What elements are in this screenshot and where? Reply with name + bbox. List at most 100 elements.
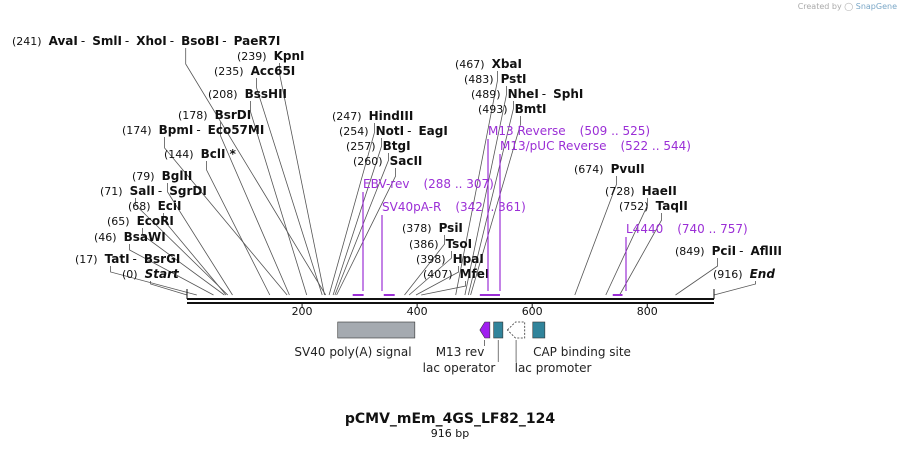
enzyme-name: SacII <box>390 154 423 168</box>
primer-range: (342 .. 361) <box>455 200 525 214</box>
primer-ebv-rev[interactable]: EBV-rev (288 .. 307) <box>352 177 494 296</box>
enzyme-name: Eco57MI <box>208 123 265 137</box>
leader-line-bsrdi <box>220 122 290 296</box>
feature-m13-rev[interactable]: M13 rev <box>436 321 491 359</box>
leader-line-pvuii <box>574 176 617 296</box>
created-by-credit: Created by ◯ SnapGene <box>798 2 897 11</box>
enzyme-name: PvuII <box>611 162 645 176</box>
feature-cap-site[interactable]: CAP binding site <box>532 321 631 359</box>
enzyme-name: PciI <box>712 244 737 258</box>
primer-m13-puc-reverse[interactable]: M13/pUC Reverse (522 .. 544) <box>487 139 691 296</box>
enzyme-name: NotI <box>376 124 405 138</box>
name-separator: - <box>739 244 743 258</box>
site-label-tsoi[interactable]: (386) TsoI <box>409 237 472 251</box>
site-label-taqii[interactable]: (752) TaqII <box>619 199 688 213</box>
site-label-start[interactable]: (0) Start <box>122 267 180 281</box>
site-label-mfei[interactable]: (407) MfeI <box>423 267 489 281</box>
feature-label: lac promoter <box>515 361 592 375</box>
site-position: (378) <box>402 222 432 235</box>
primer-name: M13/pUC Reverse <box>500 139 607 153</box>
site-label-end[interactable]: (916) End <box>713 267 775 281</box>
site-label-noti[interactable]: (254) NotI - EagI <box>339 124 448 138</box>
site-label-hpai[interactable]: (398) HpaI <box>416 252 484 266</box>
feature-lac-operator[interactable]: lac operator <box>423 321 504 375</box>
site-label-bsshii[interactable]: (208) BssHII <box>208 87 287 101</box>
sequence-backbone[interactable]: 200 400 600 800 <box>186 289 715 318</box>
site-label-sacii[interactable]: (260) SacII <box>353 154 422 168</box>
leader-line-xbai <box>455 71 498 296</box>
site-label-acc65i[interactable]: (235) Acc65I <box>214 64 295 78</box>
enzyme-name: MfeI <box>460 267 490 281</box>
site-label-kpni[interactable]: (239) KpnI <box>237 49 305 63</box>
site-label-ecori[interactable]: (65) EcoRI <box>107 214 174 228</box>
site-position: (467) <box>455 58 485 71</box>
primer-range: (288 .. 307) <box>423 177 493 191</box>
site-label-hindiii[interactable]: (247) HindIII <box>332 109 413 123</box>
leader-line-end <box>713 281 756 296</box>
tick-label: 600 <box>522 305 543 318</box>
enzyme-name: TsoI <box>446 237 472 251</box>
site-label-bsrdi[interactable]: (178) BsrDI <box>178 108 251 122</box>
enzyme-name: TatI <box>105 252 130 266</box>
site-position: (239) <box>237 50 267 63</box>
primer-annotations: M13 Reverse (509 .. 525)M13/pUC Reverse (5… <box>352 124 748 296</box>
feature-shape <box>479 321 491 339</box>
site-label-pvuii[interactable]: (674) PvuII <box>574 162 645 176</box>
primer-l4440[interactable]: L4440 (740 .. 757) <box>612 222 748 296</box>
enzyme-name: BclI * <box>201 147 237 161</box>
site-position: (493) <box>478 103 508 116</box>
credit-prefix: Created by <box>797 2 842 11</box>
site-label-bcli[interactable]: (144) BclI * <box>164 147 237 161</box>
site-label-psii[interactable]: (378) PsiI <box>402 221 463 235</box>
site-label-avai[interactable]: (241) AvaI - SmlI - XhoI - BsoBI - PaeR7I <box>12 34 280 48</box>
site-position: (79) <box>132 170 155 183</box>
leader-line-bpmi <box>164 137 288 296</box>
site-position: (247) <box>332 110 362 123</box>
snapgene-logo-icon: ◯ <box>844 2 854 11</box>
feature-shape <box>506 321 526 339</box>
site-label-nhei[interactable]: (489) NheI - SphI <box>471 87 583 101</box>
primer-sv40pa-r[interactable]: SV40pA-R (342 .. 361) <box>381 200 526 296</box>
site-position: (46) <box>94 231 117 244</box>
site-label-bpmi[interactable]: (174) BpmI - Eco57MI <box>122 123 264 137</box>
site-label-tati[interactable]: (17) TatI - BsrGI <box>75 252 180 266</box>
site-label-xbai[interactable]: (467) XbaI <box>455 57 522 71</box>
feature-label: CAP binding site <box>533 345 631 359</box>
site-label-bsawi[interactable]: (46) BsaWI <box>94 230 166 244</box>
site-position: (752) <box>619 200 649 213</box>
site-label-ecii[interactable]: (68) EciI <box>128 199 181 213</box>
enzyme-name: BtgI <box>383 139 411 153</box>
leader-line-sacii <box>336 168 396 296</box>
site-position: (916) <box>713 268 743 281</box>
feature-shape <box>532 321 546 339</box>
site-label-haeii[interactable]: (728) HaeII <box>605 184 677 198</box>
primer-m13-reverse[interactable]: M13 Reverse (509 .. 525) <box>479 124 650 296</box>
site-label-bmti[interactable]: (493) BmtI <box>478 102 546 116</box>
site-position: (728) <box>605 185 635 198</box>
enzyme-name: EagI <box>418 124 447 138</box>
leader-line-taqii <box>619 213 662 296</box>
site-label-sali[interactable]: (71) SalI - SgrDI <box>100 184 207 198</box>
name-separator: - <box>222 34 226 48</box>
feature-sv40-polya[interactable]: SV40 poly(A) signal <box>294 321 416 359</box>
site-label-btgi[interactable]: (257) BtgI <box>346 139 411 153</box>
leader-line-hpai <box>415 266 459 296</box>
site-position: (241) <box>12 35 42 48</box>
leader-line-nhei <box>467 101 514 296</box>
enzyme-name: PsiI <box>439 221 463 235</box>
site-label-bglii[interactable]: (79) BglII <box>132 169 192 183</box>
enzyme-name: BsoBI <box>181 34 219 48</box>
site-position: (386) <box>409 238 439 251</box>
leader-line-ecori <box>142 228 225 296</box>
site-label-pcii[interactable]: (849) PciI - AflIII <box>675 244 782 258</box>
name-separator: - <box>170 34 174 48</box>
site-label-psti[interactable]: (483) PstI <box>464 72 527 86</box>
site-position: (849) <box>675 245 705 258</box>
feature-label: M13 rev <box>436 345 485 359</box>
enzyme-name: AflIII <box>750 244 782 258</box>
feature-lac-promoter[interactable]: lac promoter <box>506 321 592 375</box>
leader-line-ecii <box>163 213 227 296</box>
enzyme-name: Start <box>145 267 180 281</box>
leader-line-kpni <box>279 63 325 296</box>
enzyme-name: BpmI <box>159 123 194 137</box>
